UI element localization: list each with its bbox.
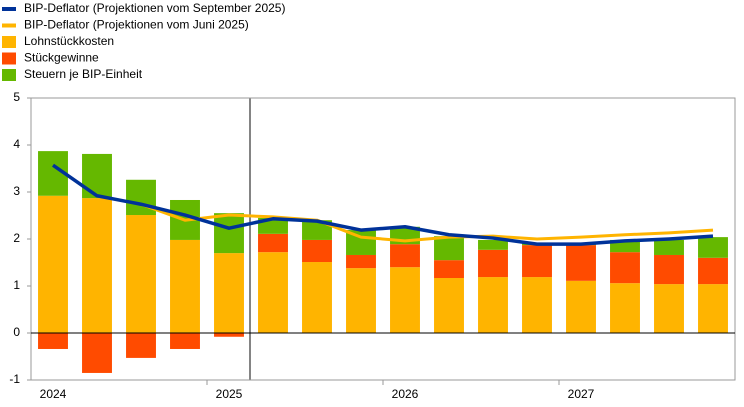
bar-segment (434, 278, 464, 333)
bar-segment (214, 253, 244, 333)
bar-segment (82, 333, 112, 373)
bar-segment (126, 333, 156, 358)
bar-segment (698, 284, 728, 333)
y-tick-label: 0 (13, 325, 20, 339)
y-tick-label: 4 (13, 137, 20, 151)
bar-segment (698, 237, 728, 258)
legend-swatch (2, 36, 16, 48)
bar-segment (698, 257, 728, 285)
bar-segment (478, 249, 508, 278)
x-tick-label: 2026 (392, 387, 419, 401)
bar-segment (390, 244, 420, 268)
legend-swatch (2, 52, 16, 65)
bar-segment (126, 215, 156, 333)
bar-segment (258, 233, 288, 253)
bar-segment (258, 252, 288, 333)
y-tick-label: 1 (13, 278, 20, 292)
legend-swatch (2, 7, 16, 11)
bar-segment (566, 280, 596, 333)
bar-segment (654, 284, 684, 333)
bar-segment (38, 195, 68, 333)
y-tick-label: -1 (9, 372, 20, 386)
legend-label: Lohnstückkosten (24, 34, 114, 48)
bar-segment (566, 245, 596, 281)
line-series (52, 163, 714, 246)
bar-segment (126, 179, 156, 216)
bar-segment (654, 239, 684, 255)
y-tick-label: 5 (13, 90, 20, 104)
legend-label: BIP-Deflator (Projektionen vom Juni 2025… (24, 18, 249, 32)
legend-label: Stückgewinne (24, 51, 99, 65)
bar-segment (302, 220, 332, 240)
bar-segment (38, 333, 68, 349)
line-series (140, 202, 714, 243)
x-tick-label: 2024 (40, 387, 67, 401)
bar-segment (654, 254, 684, 285)
legend-swatch (2, 23, 16, 28)
bar-segment (610, 252, 640, 284)
bar-segment (478, 239, 508, 250)
bar-segment (346, 254, 376, 269)
bar-segment (390, 267, 420, 333)
bar-segment (170, 333, 200, 349)
bar-segment (82, 198, 112, 333)
bar-segment (214, 213, 244, 254)
legend-swatch (2, 69, 16, 81)
bar-segment (434, 260, 464, 279)
legend-label: BIP-Deflator (Projektionen vom September… (24, 1, 285, 15)
bar-segment (478, 277, 508, 333)
x-tick-label: 2025 (216, 387, 243, 401)
bar-segment (82, 153, 112, 199)
x-tick-label: 2027 (568, 387, 595, 401)
bar-segment (346, 268, 376, 333)
bar-segment (610, 283, 640, 333)
legend-label: Steuern je BIP-Einheit (24, 67, 143, 81)
bar-segment (214, 333, 244, 337)
bar-segment (522, 245, 552, 278)
y-tick-label: 3 (13, 184, 20, 198)
y-tick-label: 2 (13, 231, 20, 245)
bar-segment (302, 262, 332, 333)
bar-segment (522, 277, 552, 333)
bar-segment (170, 239, 200, 333)
bar-segment (302, 239, 332, 263)
bar-segment (434, 236, 464, 261)
